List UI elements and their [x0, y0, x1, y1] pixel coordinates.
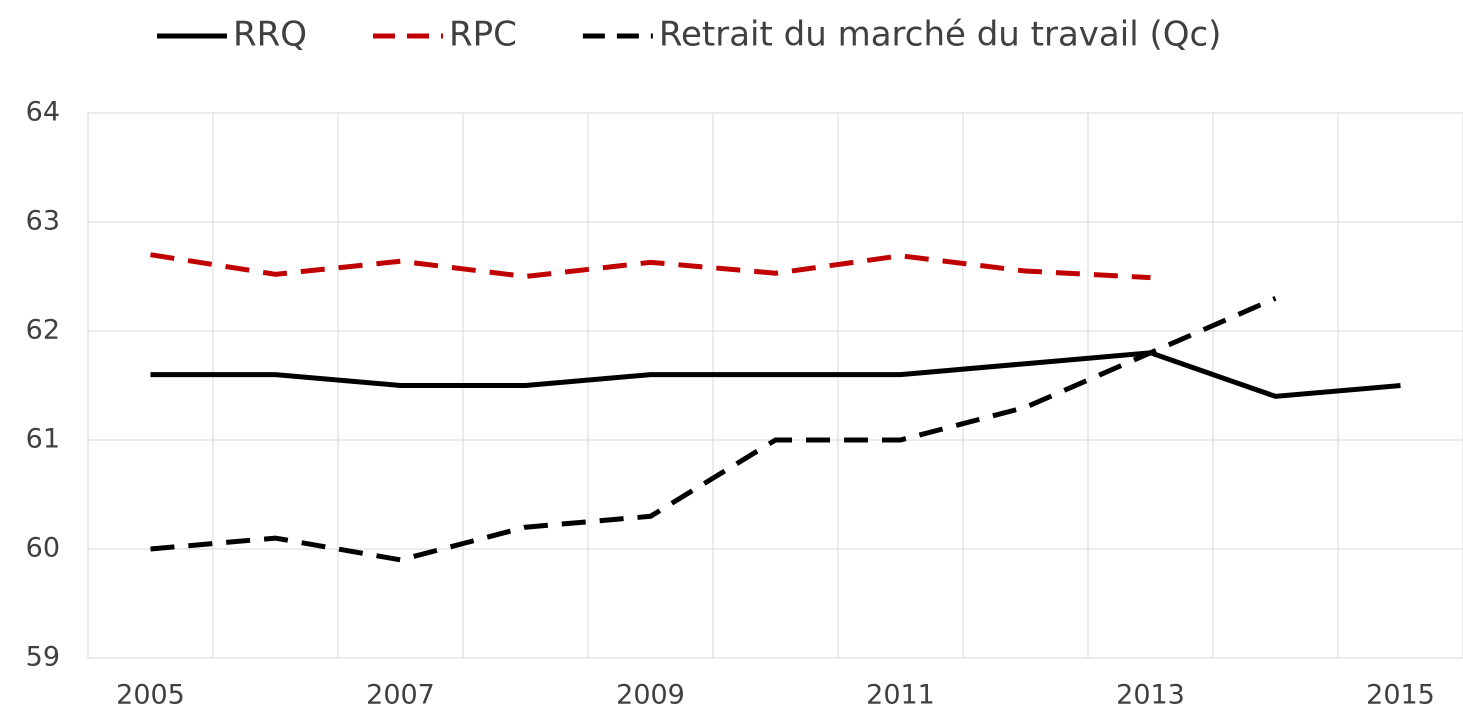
y-tick-label: 59 [26, 642, 60, 673]
x-tick-label: 2007 [366, 680, 435, 711]
y-tick-label: 60 [26, 533, 60, 564]
series-line [150, 252, 1151, 281]
y-tick-label: 63 [26, 206, 60, 237]
x-tick-label: 2009 [616, 680, 685, 711]
x-tick-label: 2013 [1116, 680, 1185, 711]
series-line [150, 350, 1401, 399]
y-tick-label: 61 [26, 424, 60, 455]
y-tick-label: 62 [26, 315, 60, 346]
legend-label: RRQ [233, 15, 307, 55]
legend-label: RPC [449, 15, 517, 55]
x-tick-label: 2005 [116, 680, 185, 711]
x-tick-label: 2011 [866, 680, 935, 711]
x-tick-label: 2015 [1366, 680, 1435, 711]
series-line [150, 296, 1277, 563]
y-tick-label: 64 [26, 97, 60, 128]
legend-label: Retrait du marché du travail (Qc) [659, 15, 1222, 55]
